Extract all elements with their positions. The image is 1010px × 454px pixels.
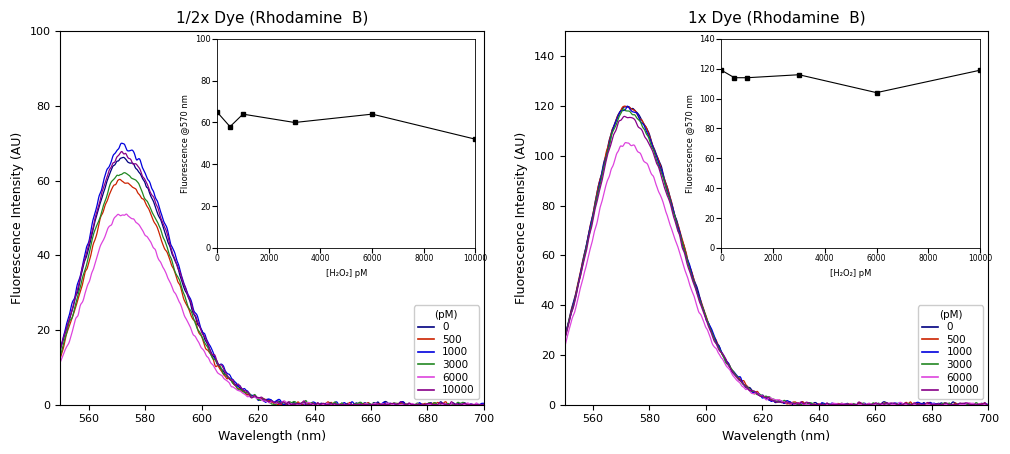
- X-axis label: Wavelength (nm): Wavelength (nm): [722, 430, 830, 443]
- Title: 1x Dye (Rhodamine  B): 1x Dye (Rhodamine B): [688, 11, 866, 26]
- Y-axis label: Fluorescence Intensity (AU): Fluorescence Intensity (AU): [515, 132, 528, 304]
- Legend: 0, 500, 1000, 3000, 6000, 10000: 0, 500, 1000, 3000, 6000, 10000: [918, 306, 983, 400]
- Legend: 0, 500, 1000, 3000, 6000, 10000: 0, 500, 1000, 3000, 6000, 10000: [414, 306, 479, 400]
- Title: 1/2x Dye (Rhodamine  B): 1/2x Dye (Rhodamine B): [176, 11, 369, 26]
- Y-axis label: Fluorescence Intensity (AU): Fluorescence Intensity (AU): [11, 132, 24, 304]
- X-axis label: Wavelength (nm): Wavelength (nm): [218, 430, 326, 443]
